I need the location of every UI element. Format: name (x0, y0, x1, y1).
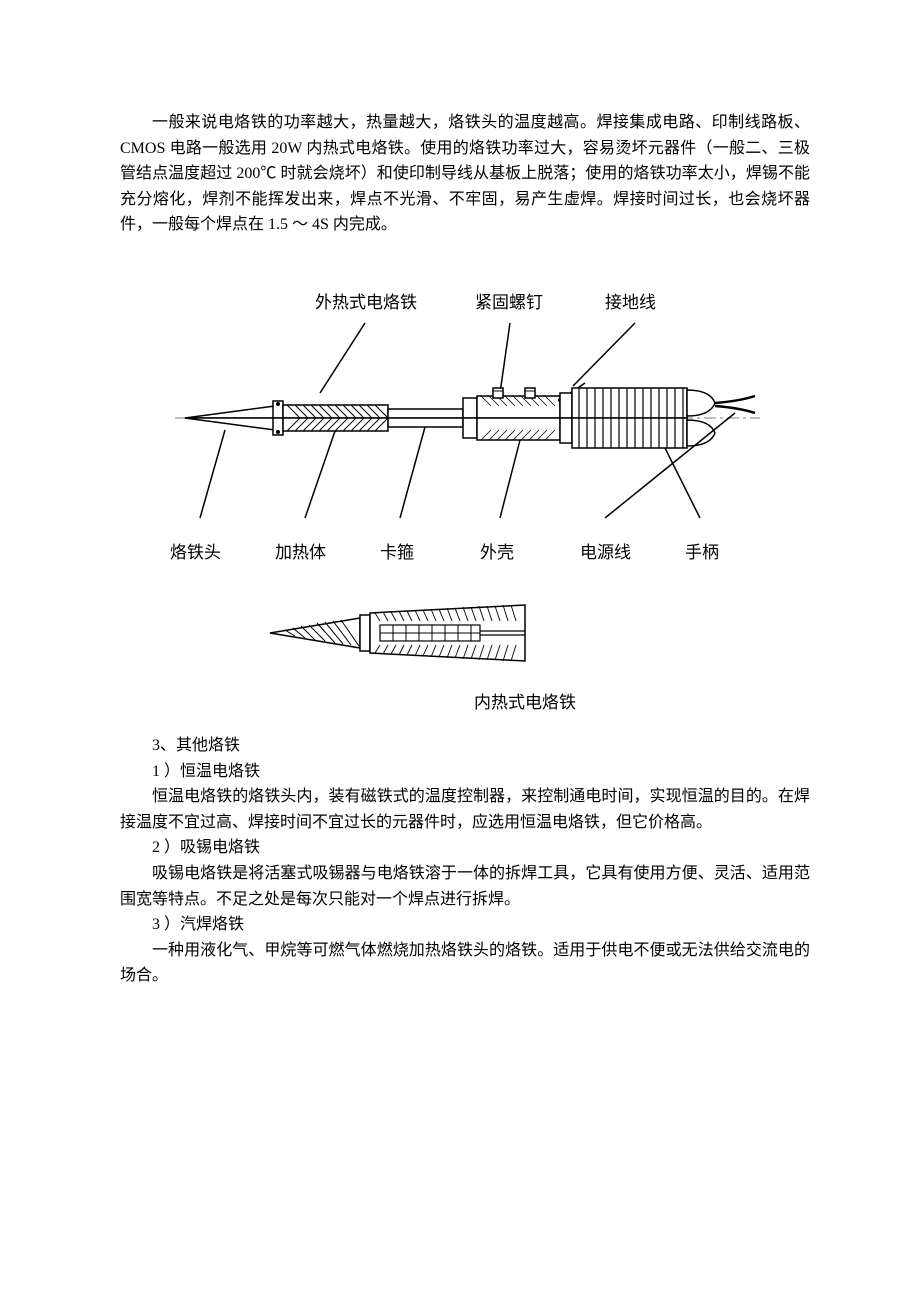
internal-soldering-iron-svg (265, 593, 665, 673)
diagram-bottom-label-1: 烙铁头 (170, 538, 221, 563)
diagram-bottom-label-6: 手柄 (685, 538, 719, 563)
diagram-bottom-label-4: 外壳 (480, 538, 514, 563)
diagram-top-label-3: 接地线 (605, 288, 656, 313)
intro-paragraph: 一般来说电烙铁的功率越大，热量越大，烙铁头的温度越高。焊接集成电路、印制线路板、… (120, 110, 810, 238)
diagram-bottom-label-2: 加热体 (275, 538, 326, 563)
diagram-sub-caption: 内热式电烙铁 (60, 688, 870, 713)
section3-item1-text: 恒温电烙铁的烙铁头内，装有磁铁式的温度控制器，来控制通电时间，实现恒温的目的。在… (120, 784, 810, 835)
diagram-bottom-label-5: 电源线 (580, 538, 631, 563)
soldering-iron-diagram: 外热式电烙铁 紧固螺钉 接地线 (120, 288, 810, 713)
section3-item3-title: 3 ）汽焊烙铁 (120, 912, 810, 938)
section3-item2-title: 2 ）吸锡电烙铁 (120, 835, 810, 861)
section3-item3-text: 一种用液化气、甲烷等可燃气体燃烧加热烙铁头的烙铁。适用于供电不便或无法供给交流电… (120, 938, 810, 989)
section3-item2-text: 吸锡电烙铁是将活塞式吸锡器与电烙铁溶于一体的拆焊工具，它具有使用方便、灵活、适用… (120, 861, 810, 912)
external-soldering-iron-svg (165, 318, 765, 538)
section3-item1-title: 1 ）恒温电烙铁 (120, 759, 810, 785)
diagram-top-label-2: 紧固螺钉 (475, 288, 543, 313)
section3-title: 3、其他烙铁 (120, 733, 810, 759)
diagram-bottom-label-3: 卡箍 (380, 538, 414, 563)
diagram-top-label-1: 外热式电烙铁 (315, 288, 417, 313)
